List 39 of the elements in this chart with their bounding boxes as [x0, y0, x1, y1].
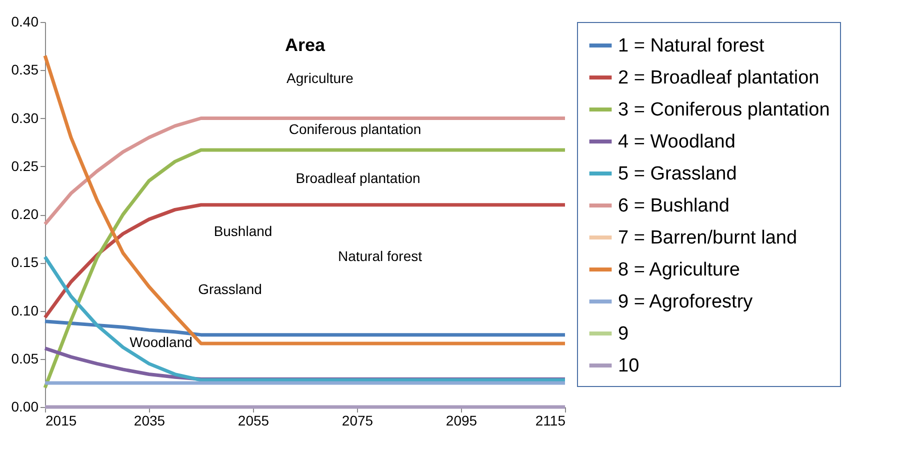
x-tick-label: 2075: [342, 412, 374, 428]
line-series: [43, 54, 567, 346]
annotation: Coniferous plantation: [288, 121, 422, 137]
x-tick-label: 2115: [535, 412, 566, 428]
x-tick-label: 2015: [46, 412, 77, 428]
legend-label: 9 = Agroforestry: [618, 292, 754, 312]
legend-label: 4 = Woodland: [618, 132, 736, 152]
line-series: [43, 148, 567, 390]
line-series: [43, 320, 567, 337]
y-tick-label: 0.30: [11, 110, 39, 126]
legend-label: 7 = Barren/burnt land: [618, 228, 798, 248]
annotation: Woodland: [130, 334, 192, 350]
annotation: Bushland: [214, 223, 272, 239]
annotation: Broadleaf plantation: [296, 170, 420, 186]
y-tick-label: 0.00: [11, 398, 39, 414]
line-series: [43, 116, 567, 226]
legend-label: 2 = Broadleaf plantation: [618, 68, 820, 88]
y-tick-label: 0.10: [11, 302, 39, 318]
y-tick-label: 0.20: [11, 206, 39, 222]
annotation: Natural forest: [338, 248, 422, 264]
legend-label: 8 = Agriculture: [618, 260, 740, 280]
x-tick-label: 2035: [134, 412, 166, 428]
legend-label: 3 = Coniferous plantation: [618, 100, 830, 120]
annotation: Agriculture: [286, 70, 354, 86]
y-tick-label: 0.15: [11, 254, 39, 270]
x-tick-label: 2055: [238, 412, 270, 428]
x-tick-label: 2095: [446, 412, 478, 428]
y-tick-label: 0.35: [11, 62, 39, 78]
legend-label: 6 = Bushland: [618, 196, 730, 216]
legend-label: 9: [618, 324, 629, 344]
line-series: [43, 203, 567, 320]
y-tick-label: 0.25: [11, 158, 39, 174]
legend-label: 1 = Natural forest: [618, 36, 765, 56]
text: Area: [284, 35, 326, 55]
legend-label: 5 = Grassland: [618, 164, 737, 184]
y-tick-label: 0.05: [11, 350, 39, 366]
y-tick-label: 0.40: [11, 14, 39, 30]
legend-label: 10: [618, 356, 640, 376]
annotation: Grassland: [198, 281, 262, 297]
